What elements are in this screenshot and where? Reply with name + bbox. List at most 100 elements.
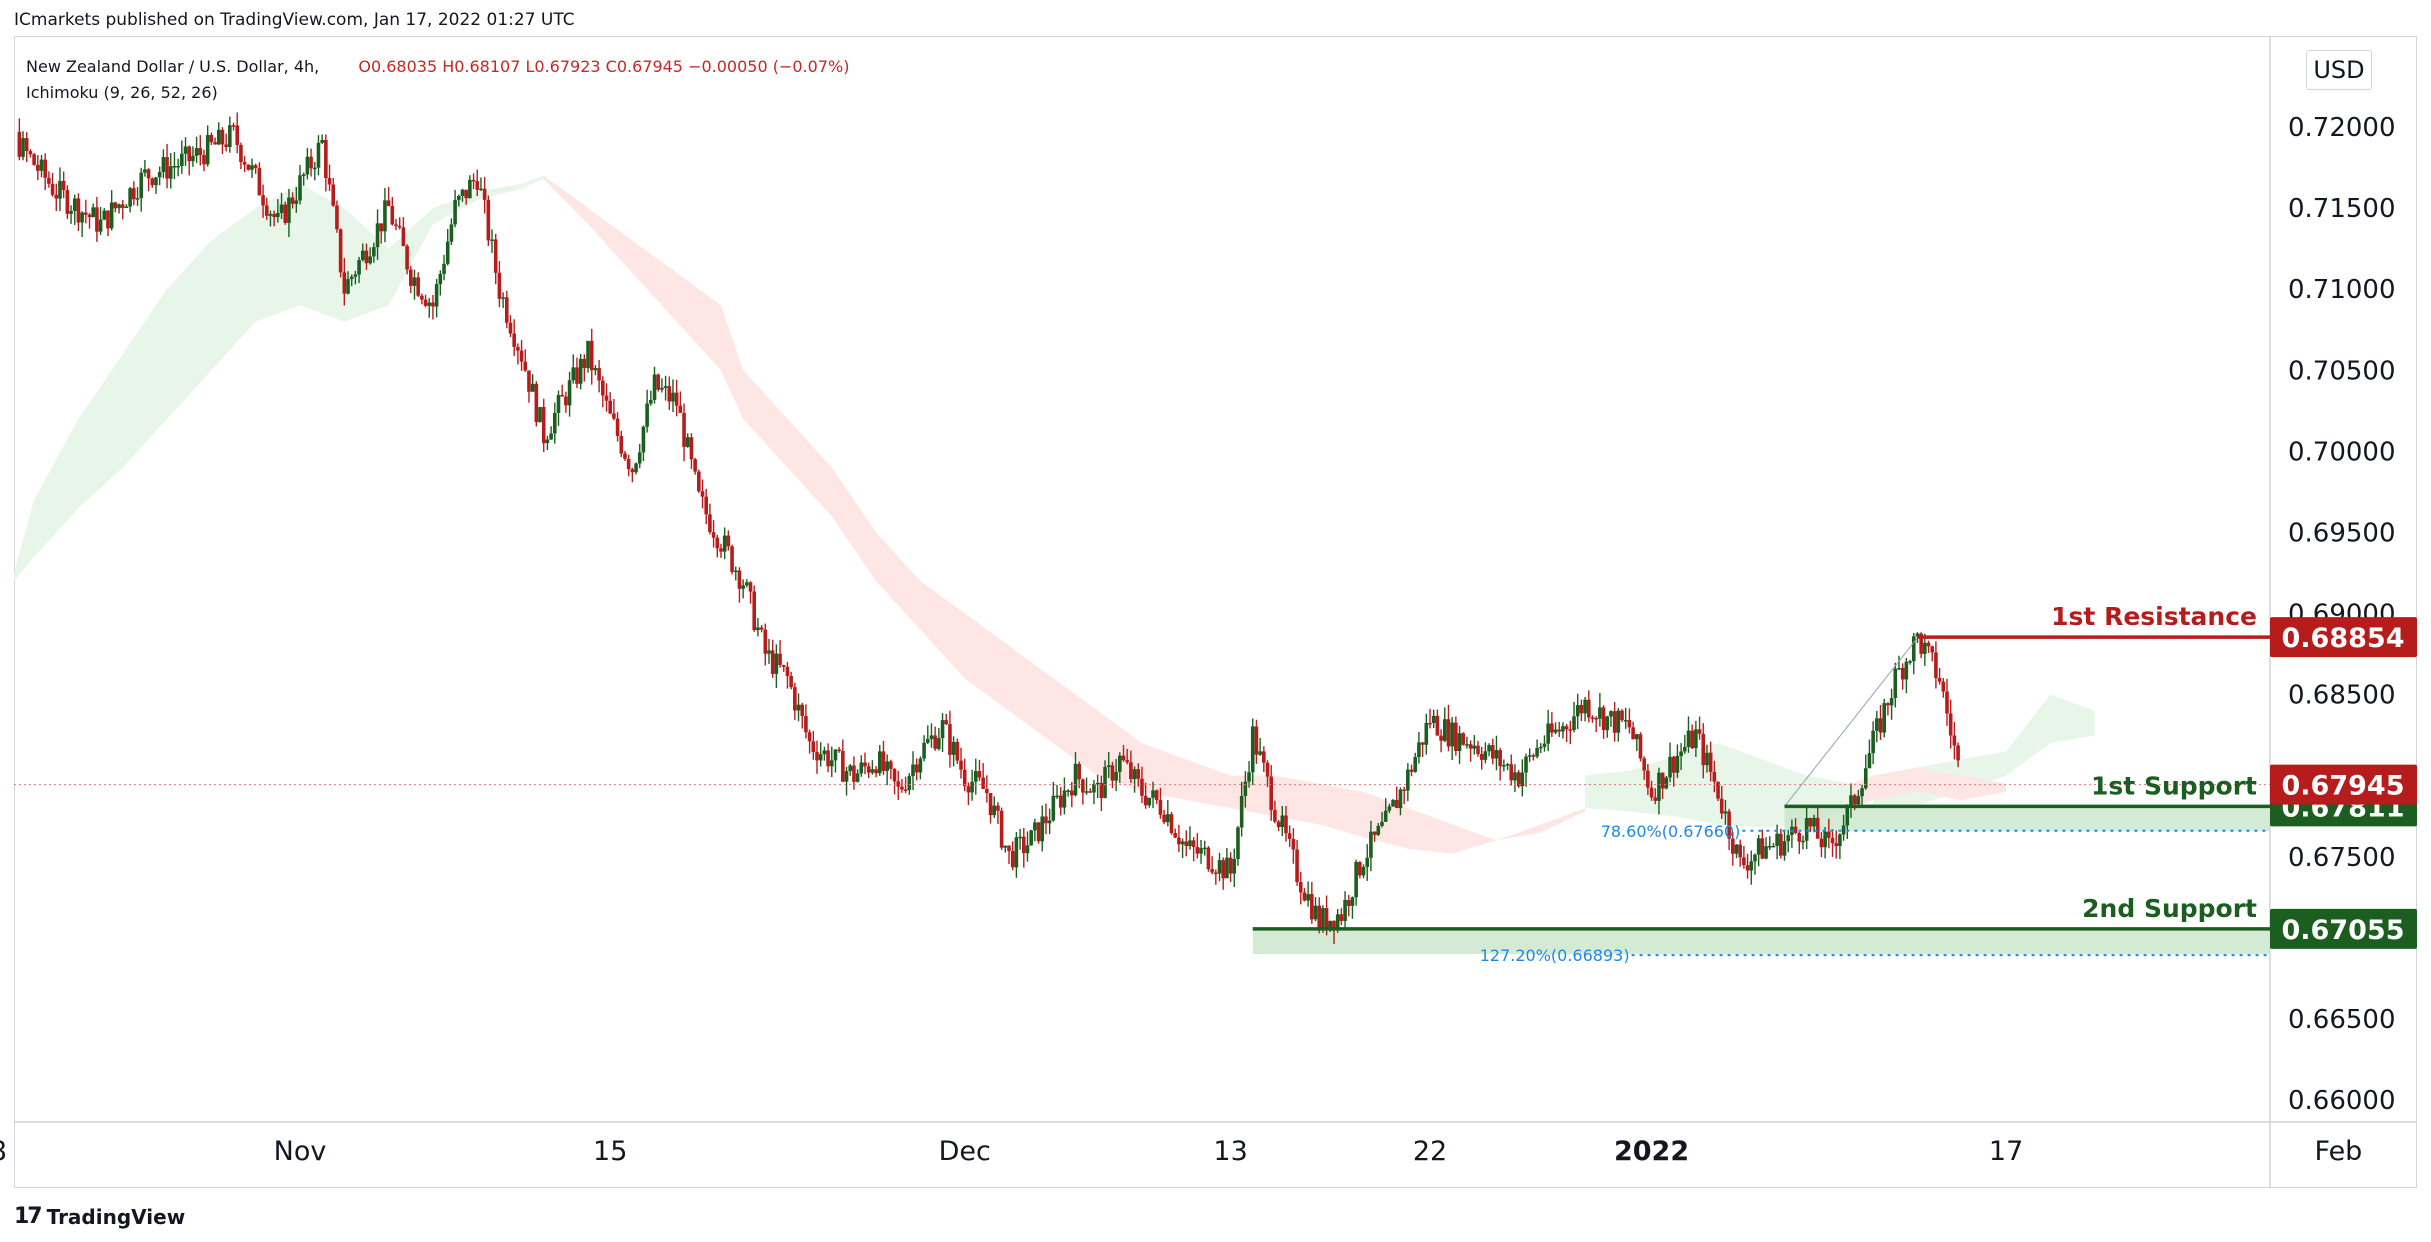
- indicator-label[interactable]: Ichimoku (9, 26, 52, 26): [26, 83, 218, 102]
- candle-body: [999, 810, 1004, 848]
- candle-body: [1804, 818, 1809, 841]
- candle-body: [261, 195, 265, 206]
- candle-body: [1021, 836, 1026, 854]
- candle-body: [966, 786, 971, 793]
- candle-body: [885, 761, 889, 771]
- candle-body: [1590, 717, 1595, 719]
- candle-body: [1701, 733, 1706, 766]
- candle-body: [593, 368, 598, 371]
- candle-body: [1760, 838, 1765, 859]
- candle-body: [468, 179, 472, 199]
- candle-body: [774, 653, 779, 674]
- candle-body: [235, 125, 240, 145]
- currency-selector[interactable]: USD: [2306, 50, 2372, 90]
- candle-body: [601, 380, 605, 396]
- level-badge-0-bg[interactable]: [2270, 617, 2417, 658]
- candle-body: [346, 279, 350, 294]
- candle-body: [530, 383, 535, 392]
- candle-body: [191, 155, 195, 162]
- candle-body: [250, 165, 254, 170]
- tradingview-logo[interactable]: 17 TradingView: [14, 1204, 185, 1229]
- candle-body: [1166, 814, 1170, 823]
- candle-body: [748, 582, 753, 592]
- candle-body: [87, 214, 92, 218]
- candle-body: [1767, 846, 1772, 848]
- candle-body: [1269, 776, 1274, 811]
- candle-body: [770, 650, 775, 674]
- candle-body: [826, 750, 830, 767]
- candle-body: [1697, 729, 1702, 734]
- candle-body: [1132, 769, 1137, 780]
- candle-body: [719, 548, 723, 552]
- candle-body: [863, 762, 867, 767]
- candle-body: [1310, 894, 1314, 920]
- fib-level-label-0: 78.60%(0.67660): [1601, 822, 1741, 841]
- candle-body: [183, 146, 188, 154]
- candle-body: [962, 769, 967, 787]
- candle-body: [1184, 841, 1189, 847]
- candle-body: [553, 412, 557, 434]
- candle-body: [985, 788, 989, 794]
- candle-body: [1779, 833, 1783, 856]
- candle-body: [143, 169, 147, 173]
- candle-body: [582, 358, 587, 369]
- candle-body: [36, 164, 40, 171]
- candle-body: [427, 302, 432, 306]
- candle-body: [1605, 716, 1610, 731]
- candle-body: [1708, 752, 1713, 773]
- candle-body: [1114, 771, 1118, 781]
- candle-body: [1764, 846, 1768, 859]
- candle-body: [1276, 821, 1281, 828]
- candle-body: [1383, 810, 1388, 822]
- symbol-label[interactable]: New Zealand Dollar / U.S. Dollar, 4h,: [26, 57, 320, 76]
- candle-body: [1948, 713, 1953, 736]
- level-badge-2-bg[interactable]: [2270, 908, 2417, 949]
- candle-body: [756, 627, 760, 631]
- candle-body: [475, 181, 480, 190]
- candle-body: [1550, 723, 1554, 733]
- candle-body: [645, 403, 649, 427]
- candle-body: [508, 322, 513, 334]
- candle-body: [1483, 751, 1488, 760]
- candle-body: [841, 751, 845, 782]
- candle-body: [697, 471, 701, 492]
- candle-body: [752, 591, 757, 631]
- candle-body: [460, 189, 465, 197]
- candle-body: [1756, 838, 1761, 855]
- level-name-0: 1st Resistance: [2051, 602, 2257, 631]
- candle-body: [1838, 834, 1842, 847]
- candle-body: [907, 775, 912, 791]
- candle-body: [1849, 795, 1853, 807]
- candle-body: [767, 650, 771, 654]
- candle-body: [1727, 811, 1731, 839]
- candle-body: [1487, 745, 1491, 752]
- candle-body: [1694, 729, 1698, 749]
- candle-body: [1033, 822, 1037, 831]
- candle-body: [1232, 859, 1237, 874]
- candle-body: [737, 570, 742, 589]
- support-zone-0: [1252, 928, 2270, 955]
- candle-body: [704, 496, 709, 515]
- candle-body: [1106, 765, 1111, 768]
- candle-body: [327, 178, 332, 185]
- candle-body: [246, 164, 251, 170]
- candle-body: [678, 405, 683, 413]
- candle-body: [65, 190, 70, 214]
- candle-body: [833, 749, 838, 761]
- candle-body: [375, 223, 380, 248]
- candle-body: [608, 400, 612, 414]
- candle-body: [490, 239, 494, 241]
- candle-body: [1572, 716, 1576, 731]
- y-tick-label: 0.70000: [2288, 437, 2396, 467]
- candle-body: [1524, 756, 1528, 773]
- chart-frame: [14, 36, 2417, 1188]
- candle-body: [180, 153, 184, 166]
- current-price-badge-bg[interactable]: [2270, 764, 2417, 805]
- candle-body: [1897, 667, 1901, 670]
- fib-trend-line[interactable]: [1784, 637, 1918, 807]
- candle-body: [390, 206, 395, 225]
- candle-body: [981, 777, 985, 789]
- candle-body: [1295, 849, 1299, 883]
- candle-body: [353, 274, 358, 277]
